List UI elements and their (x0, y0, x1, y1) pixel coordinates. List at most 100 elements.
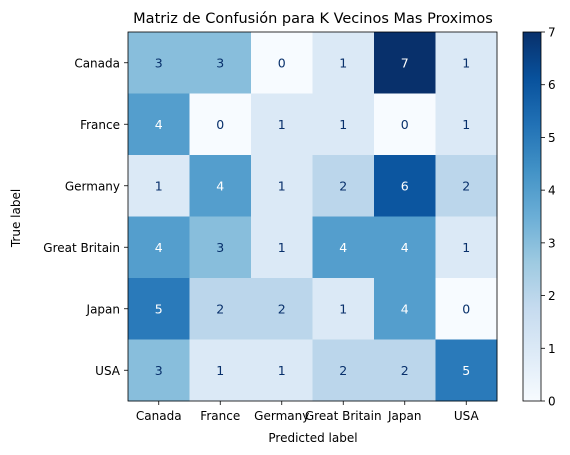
y-tick-label: Canada (74, 56, 120, 70)
cell-value-label: 4 (401, 240, 409, 255)
cell-value-label: 4 (216, 178, 224, 193)
heatmap-cell (312, 93, 375, 156)
cell-value-label: 0 (278, 55, 286, 70)
colorbar-tick-label: 1 (548, 342, 556, 356)
cell-value-label: 7 (401, 55, 409, 70)
heatmap-cell (435, 216, 498, 279)
colorbar-ticks: 0 1 2 3 4 5 6 7 (541, 26, 556, 409)
colorbar-tick-label: 3 (548, 236, 556, 250)
heatmap-cell (251, 155, 313, 217)
heatmap-cell (189, 155, 252, 217)
heatmap-cell (251, 278, 313, 340)
heatmap-cell (435, 339, 498, 402)
heatmap-cell (128, 339, 190, 402)
cell-value-label: 1 (339, 55, 347, 70)
y-tick-label: France (80, 118, 120, 132)
heatmap-cell (435, 155, 498, 217)
x-tick-label: USA (454, 409, 480, 423)
heatmap-cell (374, 339, 436, 402)
cell-value-label: 1 (462, 55, 470, 70)
cell-value-label: 1 (278, 240, 286, 255)
chart-title: Matriz de Confusión para K Vecinos Mas P… (133, 11, 493, 27)
cell-value-label: 3 (155, 363, 163, 378)
cell-value-label: 4 (155, 240, 163, 255)
heatmap-cell (189, 216, 252, 279)
y-axis-label: True label (9, 189, 23, 248)
y-tick-labels: Canada France Germany Great Britain Japan USA (43, 56, 128, 378)
cell-value-label: 4 (155, 117, 163, 132)
cell-value-label: 2 (339, 363, 347, 378)
cell-value-label: 2 (278, 301, 286, 316)
heatmap-cell (312, 278, 375, 340)
heatmap-cell (189, 278, 252, 340)
cell-value-label: 4 (339, 240, 347, 255)
heatmap-cell (374, 32, 436, 94)
cell-value-label: 1 (462, 240, 470, 255)
cell-value-label: 1 (278, 363, 286, 378)
cell-value-label: 1 (278, 178, 286, 193)
colorbar (522, 31, 542, 402)
cell-value-label: 2 (401, 363, 409, 378)
cell-value-label: 5 (155, 301, 163, 316)
heatmap-cell (128, 93, 190, 156)
heatmap-cell (251, 339, 313, 402)
heatmap-cell (251, 32, 313, 94)
heatmap-cell (251, 93, 313, 156)
y-tick-label: Japan (86, 302, 120, 316)
cell-value-label: 0 (462, 301, 470, 316)
cell-value-label: 0 (216, 117, 224, 132)
x-tick-label: France (200, 409, 240, 423)
heatmap-cell (435, 93, 498, 156)
cell-value-label: 1 (278, 117, 286, 132)
colorbar-tick-label: 5 (548, 131, 556, 145)
plot-frame (127, 31, 498, 402)
y-tick-label: USA (95, 364, 121, 378)
cell-value-label: 2 (216, 301, 224, 316)
colorbar-tick-label: 4 (548, 184, 556, 198)
axes (127, 31, 498, 402)
heatmap-cell (189, 32, 252, 94)
cell-value-label: 3 (155, 55, 163, 70)
y-tick-label: Germany (65, 179, 120, 193)
heatmap-cell (435, 278, 498, 340)
heatmap-cell (312, 32, 375, 94)
x-axis-label: Predicted label (268, 431, 357, 445)
heatmap-cell (128, 278, 190, 340)
heatmap-cell (435, 32, 498, 94)
cell-value-label: 0 (401, 117, 409, 132)
cell-value-label: 2 (339, 178, 347, 193)
colorbar-tick-label: 6 (548, 78, 556, 92)
cell-value-label: 6 (401, 178, 409, 193)
cell-value-label: 3 (216, 55, 224, 70)
heatmap-cell (374, 93, 436, 156)
heatmap-cell (128, 155, 190, 217)
cell-value-label: 1 (339, 301, 347, 316)
cell-value-label: 4 (401, 301, 409, 316)
colorbar-tick-label: 0 (548, 395, 556, 409)
heatmap-cell (128, 216, 190, 279)
x-tick-label: Germany (254, 409, 309, 423)
x-tick-label: Japan (387, 409, 421, 423)
x-tick-label: Great Britain (305, 409, 382, 423)
colorbar-tick-label: 2 (548, 289, 556, 303)
heatmap-cell (251, 216, 313, 279)
heatmap-cell (374, 278, 436, 340)
y-tick-label: Great Britain (43, 241, 120, 255)
heatmap-cell (189, 93, 252, 156)
cell-value-label: 1 (339, 117, 347, 132)
cell-value-label: 3 (216, 240, 224, 255)
heatmap-cell (312, 155, 375, 217)
heatmap-cell (128, 32, 190, 94)
cell-value-labels: 3 3 0 1 7 1 4 0 1 1 0 1 1 4 1 2 6 2 4 3 1 4 4 1 5 2 2 1 4 0 3 1 1 2 2 5 (155, 55, 471, 378)
heatmap-cell (374, 216, 436, 279)
heatmap-cell (312, 339, 375, 402)
cell-value-label: 1 (216, 363, 224, 378)
cell-value-label: 1 (155, 178, 163, 193)
heatmap-cell (374, 155, 436, 217)
colorbar-tick-label: 7 (548, 26, 556, 40)
cell-value-label: 1 (462, 117, 470, 132)
heatmap-cell (189, 339, 252, 402)
heatmap-cell (312, 216, 375, 279)
